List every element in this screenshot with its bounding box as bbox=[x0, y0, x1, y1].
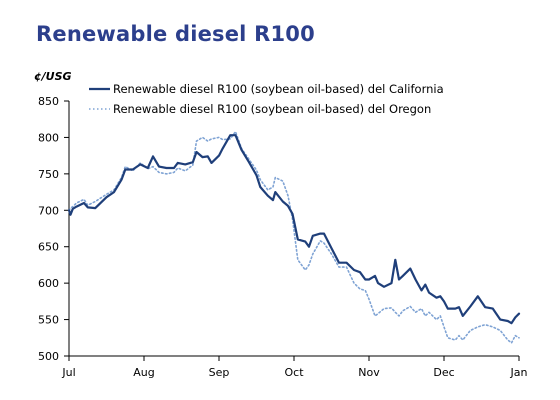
x-tick-label: Jul bbox=[61, 366, 75, 379]
legend-label: Renewable diesel R100 (soybean oil-based… bbox=[113, 82, 444, 96]
x-tick-label: Aug bbox=[133, 366, 154, 379]
y-tick-label: 700 bbox=[38, 204, 59, 217]
y-tick-label: 550 bbox=[38, 314, 59, 327]
x-tick-label: Nov bbox=[358, 366, 380, 379]
y-tick-label: 850 bbox=[38, 95, 59, 108]
series-layer bbox=[67, 130, 521, 344]
legend: Renewable diesel R100 (soybean oil-based… bbox=[89, 82, 444, 116]
series-line-california bbox=[67, 134, 521, 325]
x-tick-label: Jan bbox=[510, 366, 528, 379]
y-axis-label: ¢/USG bbox=[34, 70, 72, 83]
y-tick-label: 650 bbox=[38, 241, 59, 254]
series-line-oregon bbox=[68, 130, 520, 344]
page-title: Renewable diesel R100 bbox=[36, 22, 315, 46]
y-tick-label: 750 bbox=[38, 168, 59, 181]
x-tick-label: Sep bbox=[209, 366, 230, 379]
x-tick-label: Oct bbox=[284, 366, 304, 379]
y-tick-label: 800 bbox=[38, 131, 59, 144]
x-tick-label: Dec bbox=[433, 366, 454, 379]
y-tick-label: 600 bbox=[38, 277, 59, 290]
legend-label: Renewable diesel R100 (soybean oil-based… bbox=[113, 102, 431, 116]
y-tick-label: 500 bbox=[38, 350, 59, 363]
axes: 500 550 600 650 700 750 800 850 Jul Aug Sep Oct Nov D… bbox=[38, 95, 528, 379]
